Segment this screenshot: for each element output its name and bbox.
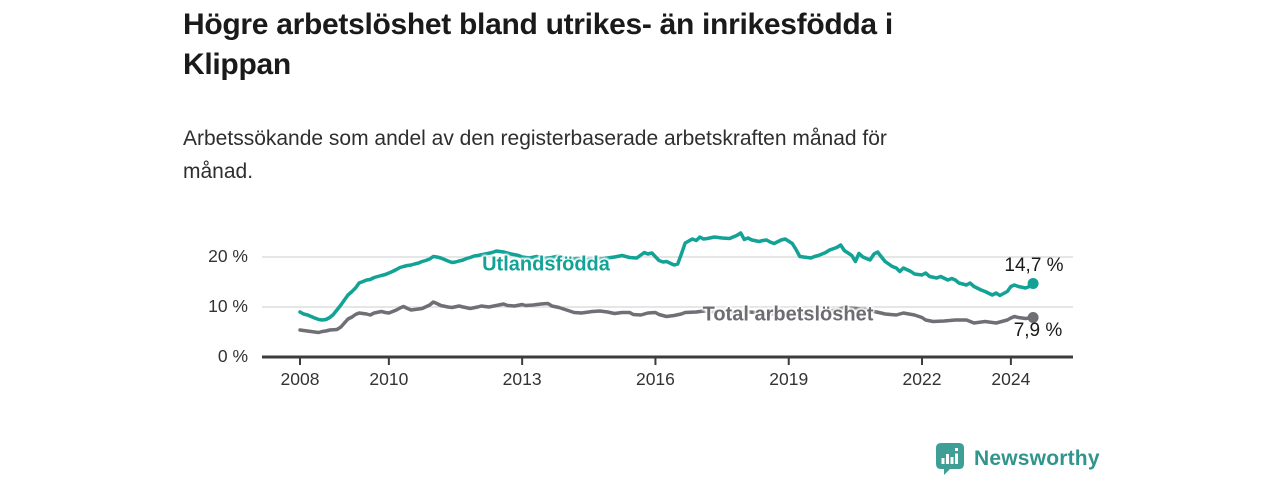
x-tick-label: 2010: [369, 369, 409, 389]
page-title: Högre arbetslöshet bland utrikes- än inr…: [183, 5, 1103, 85]
y-tick-label: 0 %: [217, 346, 248, 366]
end-value-label-total: 7,9 %: [1013, 320, 1063, 341]
chart-subtitle-line-1: Arbetssökande som andel av den registerb…: [183, 127, 887, 150]
x-tick-label: 2019: [769, 369, 809, 389]
page-title-line-2: Klippan: [183, 48, 291, 81]
x-tick-label: 2024: [991, 369, 1031, 389]
x-tick-label: 2022: [902, 369, 942, 389]
end-value-label-utlandsfodda: 14,7 %: [1004, 255, 1064, 276]
end-dot-total-arbetsl-shet: [1027, 312, 1039, 323]
x-tick-label: 2016: [635, 369, 675, 389]
newsworthy-icon: [936, 443, 964, 475]
x-tick-label: 2008: [280, 369, 320, 389]
x-tick-label: 2013: [502, 369, 542, 389]
series-label-utlandsfodda: Utlandsfödda: [482, 253, 610, 276]
series-label-total-arbetsloshet: Total arbetslöshet: [702, 303, 874, 326]
newsworthy-logo[interactable]: Newsworthy: [936, 443, 1100, 475]
series-line-total-arbetsl-shet: [298, 300, 1035, 335]
y-tick-label: 20 %: [208, 246, 248, 266]
y-tick-label: 10 %: [208, 296, 248, 316]
newsworthy-wordmark: Newsworthy: [974, 447, 1100, 470]
series-line-utlandsf-dda: [298, 231, 1035, 322]
end-dot-utlandsf-dda: [1027, 278, 1039, 289]
chart-subtitle-line-2: månad.: [183, 160, 254, 183]
page-title-line-1: Högre arbetslöshet bland utrikes- än inr…: [183, 8, 893, 41]
chart-subtitle: Arbetssökande som andel av den registerb…: [183, 122, 1063, 188]
